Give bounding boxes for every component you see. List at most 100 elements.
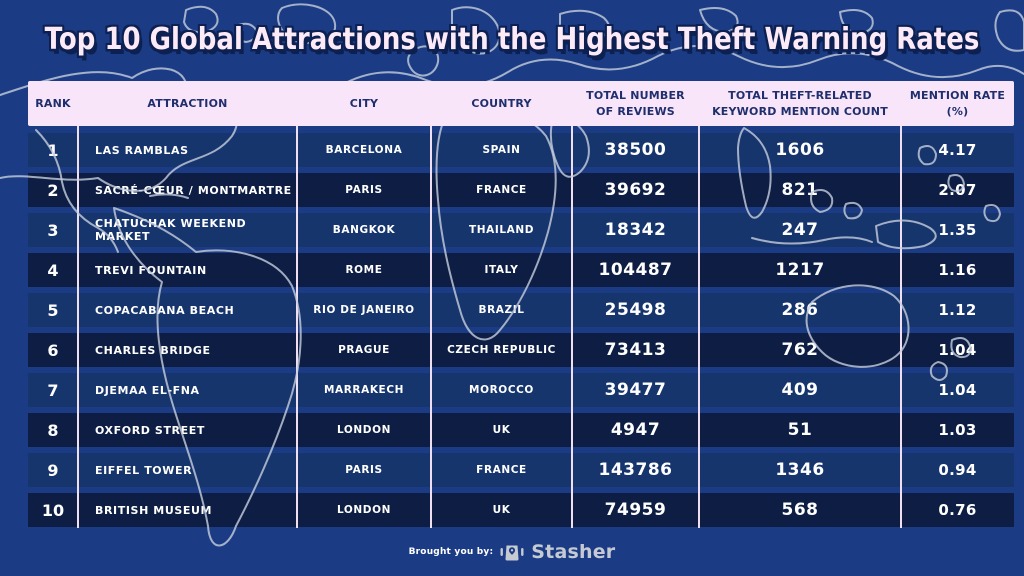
table-row: 5 COPACABANA BEACH RIO DE JANEIRO BRAZIL… — [28, 293, 1014, 327]
country-cell: ITALY — [484, 264, 519, 276]
theft-count-cell: 821 — [781, 180, 819, 200]
attraction-cell: COPACABANA BEACH — [95, 303, 235, 317]
theft-count-cell: 1606 — [775, 140, 825, 160]
theft-count-cell: 51 — [787, 420, 813, 440]
mention-rate-cell: 1.16 — [938, 261, 977, 279]
column-header-theft-mentions: TOTAL THEFT-RELATED KEYWORD MENTION COUN… — [712, 88, 888, 118]
rank-cell: 2 — [47, 180, 59, 200]
country-cell: UK — [492, 424, 511, 436]
country-cell: THAILAND — [468, 224, 535, 236]
mention-rate-cell: 0.76 — [938, 501, 977, 519]
reviews-cell: 38500 — [604, 140, 667, 160]
column-header-total-reviews: TOTAL NUMBER OF REVIEWS — [586, 88, 685, 118]
mention-rate-cell: 0.94 — [938, 461, 977, 479]
table-body: 1 LAS RAMBLAS BARCELONA SPAIN 38500 1606… — [28, 133, 1014, 527]
attraction-cell: BRITISH MUSEUM — [95, 503, 213, 517]
footer-attribution: Brought you by: Stasher — [0, 541, 1024, 563]
column-header-attraction: ATTRACTION — [147, 96, 228, 110]
mention-rate-cell: 1.04 — [938, 341, 977, 359]
column-separator — [430, 126, 432, 528]
city-cell: PARIS — [345, 464, 383, 476]
attraction-cell: CHATUCHAK WEEKEND MARKET — [95, 217, 247, 243]
reviews-cell: 39477 — [604, 380, 667, 400]
table-row: 4 TREVI FOUNTAIN ROME ITALY 104487 1217 … — [28, 253, 1014, 287]
theft-count-cell: 1346 — [775, 460, 825, 480]
mention-rate-cell: 2.07 — [938, 181, 977, 199]
reviews-cell: 143786 — [598, 460, 673, 480]
country-cell: MOROCCO — [469, 384, 534, 396]
table-header-row: RANK ATTRACTION CITY COUNTRY TOTAL NUMBE… — [28, 81, 1014, 126]
column-header-country: COUNTRY — [471, 96, 532, 110]
table-row: 3 CHATUCHAK WEEKEND MARKET BANGKOK THAIL… — [28, 213, 1014, 247]
theft-count-cell: 247 — [781, 220, 819, 240]
column-header-city: CITY — [349, 96, 379, 110]
city-cell: ROME — [345, 264, 383, 276]
attractions-table: RANK ATTRACTION CITY COUNTRY TOTAL NUMBE… — [28, 81, 1014, 533]
reviews-cell: 73413 — [604, 340, 667, 360]
mention-rate-cell: 4.17 — [938, 141, 977, 159]
mention-rate-cell: 1.03 — [938, 421, 977, 439]
table-row: 10 BRITISH MUSEUM LONDON UK 74959 568 0.… — [28, 493, 1014, 527]
theft-count-cell: 568 — [781, 500, 819, 520]
column-header-mention-rate: MENTION RATE (%) — [909, 88, 1006, 118]
rank-cell: 1 — [47, 140, 59, 160]
country-cell: BRAZIL — [478, 304, 525, 316]
rank-cell: 7 — [47, 380, 59, 400]
column-separator — [77, 126, 79, 528]
attraction-cell: DJEMAA EL-FNA — [95, 383, 200, 397]
country-cell: FRANCE — [476, 184, 527, 196]
attraction-cell: LAS RAMBLAS — [95, 143, 189, 157]
column-separator — [698, 126, 700, 528]
table-row: 7 DJEMAA EL-FNA MARRAKECH MOROCCO 39477 … — [28, 373, 1014, 407]
theft-count-cell: 1217 — [775, 260, 825, 280]
theft-count-cell: 762 — [781, 340, 819, 360]
rank-cell: 3 — [47, 220, 59, 240]
attraction-cell: TREVI FOUNTAIN — [95, 263, 207, 277]
reviews-cell: 74959 — [604, 500, 667, 520]
city-cell: BANGKOK — [332, 224, 396, 236]
city-cell: LONDON — [336, 424, 392, 436]
stasher-bag-icon — [500, 545, 524, 561]
city-cell: LONDON — [336, 504, 392, 516]
mention-rate-cell: 1.04 — [938, 381, 977, 399]
stasher-logo — [500, 541, 524, 563]
rank-cell: 5 — [47, 300, 59, 320]
page-title: Top 10 Global Attractions with the Highe… — [44, 22, 980, 58]
table-row: 9 EIFFEL TOWER PARIS FRANCE 143786 1346 … — [28, 453, 1014, 487]
attraction-cell: CHARLES BRIDGE — [95, 343, 211, 357]
reviews-cell: 18342 — [604, 220, 667, 240]
column-header-rank: RANK — [35, 96, 71, 110]
rank-cell: 6 — [47, 340, 59, 360]
attraction-cell: EIFFEL TOWER — [95, 463, 193, 477]
country-cell: SPAIN — [482, 144, 521, 156]
reviews-cell: 4947 — [610, 420, 661, 440]
rank-cell: 10 — [41, 500, 65, 520]
attraction-cell: SACRÉ-CŒUR / MONTMARTRE — [95, 183, 292, 197]
rank-cell: 4 — [47, 260, 59, 280]
reviews-cell: 25498 — [604, 300, 667, 320]
table-row: 1 LAS RAMBLAS BARCELONA SPAIN 38500 1606… — [28, 133, 1014, 167]
city-cell: PARIS — [345, 184, 383, 196]
rank-cell: 8 — [47, 420, 59, 440]
column-separator — [900, 126, 902, 528]
theft-count-cell: 409 — [781, 380, 819, 400]
column-separator — [296, 126, 298, 528]
country-cell: FRANCE — [476, 464, 527, 476]
table-row: 6 CHARLES BRIDGE PRAGUE CZECH REPUBLIC 7… — [28, 333, 1014, 367]
country-cell: CZECH REPUBLIC — [447, 344, 556, 356]
city-cell: BARCELONA — [325, 144, 403, 156]
mention-rate-cell: 1.35 — [938, 221, 977, 239]
city-cell: PRAGUE — [338, 344, 390, 356]
city-cell: RIO DE JANEIRO — [313, 304, 415, 316]
reviews-cell: 39692 — [604, 180, 667, 200]
rank-cell: 9 — [47, 460, 59, 480]
country-cell: UK — [492, 504, 511, 516]
table-row: 2 SACRÉ-CŒUR / MONTMARTRE PARIS FRANCE 3… — [28, 173, 1014, 207]
brand-name: Stasher — [531, 541, 616, 563]
city-cell: MARRAKECH — [323, 384, 405, 396]
brought-by-label: Brought you by: — [408, 547, 494, 557]
theft-count-cell: 286 — [781, 300, 819, 320]
column-separator — [571, 126, 573, 528]
reviews-cell: 104487 — [598, 260, 673, 280]
